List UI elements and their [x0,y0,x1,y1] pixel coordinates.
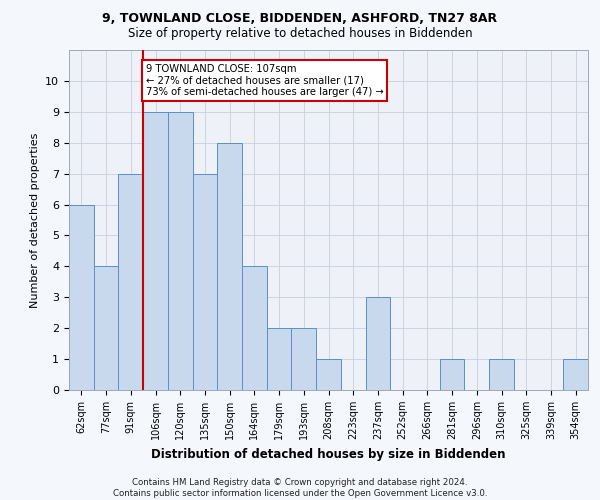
Bar [489,359,514,390]
Bar [69,204,94,390]
Bar [193,174,217,390]
Bar [316,359,341,390]
Text: 9 TOWNLAND CLOSE: 107sqm
← 27% of detached houses are smaller (17)
73% of semi-d: 9 TOWNLAND CLOSE: 107sqm ← 27% of detach… [146,64,383,97]
Bar [118,174,143,390]
X-axis label: Distribution of detached houses by size in Biddenden: Distribution of detached houses by size … [151,448,506,460]
Bar [440,359,464,390]
Bar [365,298,390,390]
Text: 9, TOWNLAND CLOSE, BIDDENDEN, ASHFORD, TN27 8AR: 9, TOWNLAND CLOSE, BIDDENDEN, ASHFORD, T… [103,12,497,26]
Text: Size of property relative to detached houses in Biddenden: Size of property relative to detached ho… [128,28,472,40]
Text: Contains HM Land Registry data © Crown copyright and database right 2024.
Contai: Contains HM Land Registry data © Crown c… [113,478,487,498]
Bar [94,266,118,390]
Bar [168,112,193,390]
Bar [267,328,292,390]
Bar [563,359,588,390]
Bar [292,328,316,390]
Bar [217,142,242,390]
Y-axis label: Number of detached properties: Number of detached properties [30,132,40,308]
Bar [143,112,168,390]
Bar [242,266,267,390]
